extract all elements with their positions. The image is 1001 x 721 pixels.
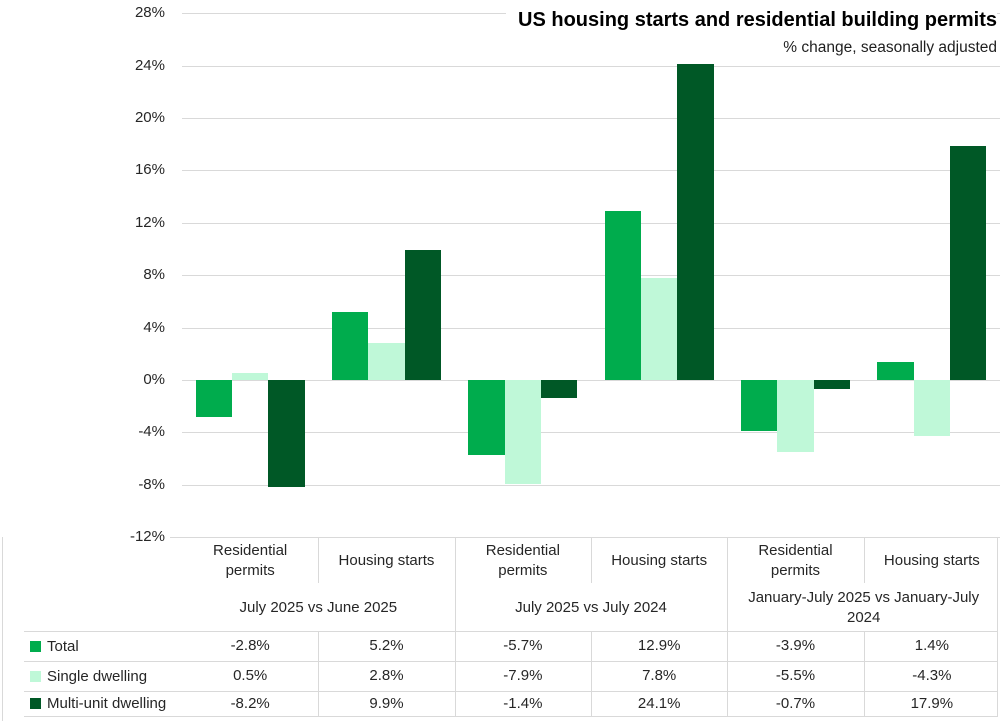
table-right-border xyxy=(997,537,998,716)
column-header-residential-permits: Residential permits xyxy=(485,541,560,579)
table-row-line xyxy=(24,661,998,662)
value-cell: -7.9% xyxy=(503,667,543,684)
gridline xyxy=(182,118,1000,119)
y-tick-label: 20% xyxy=(134,109,165,126)
column-header-housing-starts: Housing starts xyxy=(611,551,708,569)
value-cell: -3.9% xyxy=(775,637,816,654)
y-tick-label: 24% xyxy=(134,56,165,74)
legend-swatch-single-dwelling xyxy=(30,670,41,682)
bar-total xyxy=(877,361,914,380)
value-cell: 24.1% xyxy=(637,694,681,712)
bar-total xyxy=(740,380,778,432)
legend-swatch-multi-unit-dwelling xyxy=(30,698,41,709)
bar-total xyxy=(604,211,641,380)
legend-row-single-dwelling: Single dwelling xyxy=(30,661,147,691)
value-cell: 1.4% xyxy=(914,637,949,654)
table-column-border xyxy=(318,537,320,583)
gridline xyxy=(182,380,1000,381)
gridline xyxy=(182,484,1000,486)
value-cell: -5.7% xyxy=(503,637,543,654)
table-column-border xyxy=(591,631,592,716)
value-cell: -1.4% xyxy=(503,694,543,712)
legend-label: Total xyxy=(47,637,79,655)
y-tick-label: 8% xyxy=(143,266,165,284)
bar-total xyxy=(195,380,232,417)
bar-multi-unit-dwelling xyxy=(813,380,851,390)
value-cell: 7.8% xyxy=(642,667,677,684)
legend-label: Multi-unit dwelling xyxy=(47,695,167,712)
bar-total xyxy=(331,311,369,380)
value-cell: 5.2% xyxy=(369,637,404,654)
legend-label: Single dwelling xyxy=(47,667,148,685)
value-cell: -2.8% xyxy=(230,637,270,654)
chart-title: US housing starts and residential buildi… xyxy=(506,9,997,35)
value-cell: -5.5% xyxy=(775,667,816,684)
table-row-line xyxy=(24,691,998,692)
value-cell: 0.5% xyxy=(233,667,268,684)
column-header-housing-starts: Housing starts xyxy=(338,551,435,569)
y-tick-label: -4% xyxy=(138,423,165,441)
column-header-residential-permits: Residential permits xyxy=(213,541,288,579)
y-tick-label: 28% xyxy=(134,4,165,22)
bar-single-dwelling xyxy=(232,373,269,380)
value-cell: -0.7% xyxy=(775,694,816,712)
gridline xyxy=(182,432,1000,434)
period-header-3: January-July 2025 vs January-July 2024 xyxy=(748,588,980,626)
bar-multi-unit-dwelling xyxy=(950,145,987,380)
value-cell: 2.8% xyxy=(369,667,404,684)
table-column-border xyxy=(591,537,592,583)
value-cell: 17.9% xyxy=(910,694,954,712)
gridline xyxy=(182,327,1000,329)
bar-single-dwelling xyxy=(641,277,678,380)
y-tick-label: 16% xyxy=(134,161,165,179)
table-row-line xyxy=(24,631,998,632)
value-cell: 9.9% xyxy=(369,694,404,712)
table-group-border xyxy=(454,537,456,716)
column-header-housing-starts: Housing starts xyxy=(883,551,980,569)
value-cell: -4.3% xyxy=(912,667,952,684)
y-tick-label: 4% xyxy=(143,318,165,336)
legend-swatch-total xyxy=(30,640,41,652)
y-tick-label: 0% xyxy=(143,371,165,388)
bar-single-dwelling xyxy=(777,380,814,452)
bar-single-dwelling xyxy=(913,380,951,437)
bar-multi-unit-dwelling xyxy=(268,380,305,488)
table-column-border xyxy=(863,537,865,583)
value-cell: 12.9% xyxy=(637,637,681,654)
table-column-border xyxy=(318,631,320,716)
legend-row-multi-unit-dwelling: Multi-unit dwelling xyxy=(30,691,166,716)
value-cell: -8.2% xyxy=(230,694,270,712)
gridline xyxy=(182,222,1000,224)
table-left-border xyxy=(2,537,3,721)
gridline xyxy=(182,275,1000,277)
y-tick-label: 12% xyxy=(134,213,165,231)
table-group-border xyxy=(727,537,729,716)
bar-single-dwelling xyxy=(368,343,405,380)
table-top-border xyxy=(170,537,1000,538)
bar-multi-unit-dwelling xyxy=(404,250,442,380)
y-tick-label: -8% xyxy=(138,475,165,493)
bar-single-dwelling xyxy=(504,380,542,484)
bar-total xyxy=(468,380,505,455)
period-header-1: July 2025 vs June 2025 xyxy=(239,598,398,616)
y-tick-label: -12% xyxy=(129,528,165,546)
gridline xyxy=(182,65,1000,67)
bar-multi-unit-dwelling xyxy=(677,64,714,380)
bar-multi-unit-dwelling xyxy=(541,380,578,399)
gridline xyxy=(182,170,1000,172)
period-header-2: July 2025 vs July 2024 xyxy=(515,598,667,616)
table-row-line xyxy=(24,716,998,717)
column-header-residential-permits: Residential permits xyxy=(758,541,833,579)
chart-subtitle: % change, seasonally adjusted xyxy=(783,39,997,56)
legend-row-total: Total xyxy=(30,631,79,661)
table-column-border xyxy=(863,631,865,716)
